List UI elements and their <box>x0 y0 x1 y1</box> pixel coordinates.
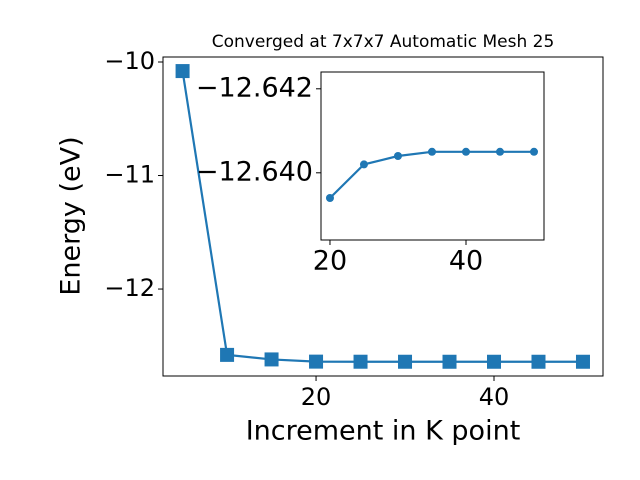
point <box>220 347 235 362</box>
y-tick-label: −12 <box>104 274 155 302</box>
x-tick-label: 40 <box>449 246 483 277</box>
point <box>398 354 413 369</box>
x-tick-label: 40 <box>479 383 510 411</box>
point <box>175 64 190 79</box>
y-tick-label: −10 <box>104 47 155 75</box>
point <box>461 147 470 156</box>
point <box>442 354 457 369</box>
point <box>359 160 368 169</box>
y-tick-label: −12.642 <box>196 72 313 103</box>
y-axis-label: Energy (eV) <box>56 136 87 295</box>
point <box>264 352 279 367</box>
y-tick-label: −11 <box>104 161 155 189</box>
point <box>575 354 590 369</box>
point <box>393 152 402 160</box>
x-axis-label: Increment in K point <box>246 416 521 447</box>
point <box>325 194 334 202</box>
point <box>353 354 368 369</box>
point <box>309 354 324 369</box>
y-tick-label: −12.640 <box>196 156 313 187</box>
point <box>427 147 436 156</box>
chart-title: Converged at 7x7x7 Automatic Mesh 25 <box>212 32 555 52</box>
axes-frame <box>162 56 604 377</box>
x-tick-label: 20 <box>313 246 347 277</box>
point <box>530 147 539 156</box>
series-line <box>181 70 583 363</box>
point <box>487 354 502 369</box>
axes-frame <box>320 71 545 241</box>
x-tick-label: 20 <box>301 383 332 411</box>
plot-area <box>321 72 544 240</box>
point <box>495 147 504 156</box>
point <box>531 354 546 369</box>
